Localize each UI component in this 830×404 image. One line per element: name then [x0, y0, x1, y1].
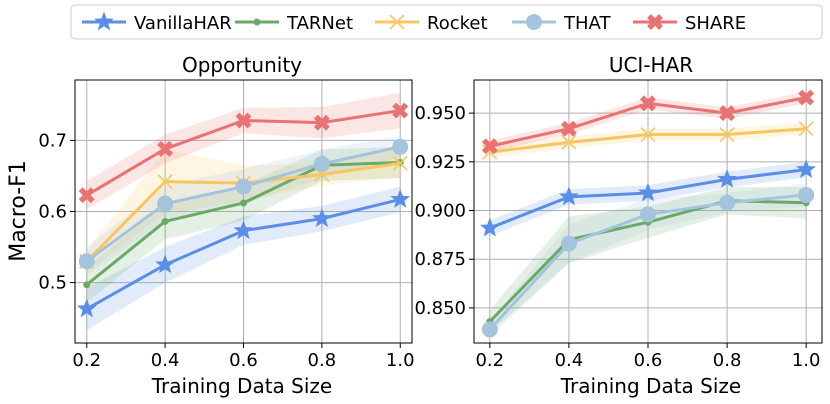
legend-label: TARNet [286, 13, 353, 34]
x-tick-label: 1.0 [386, 350, 415, 371]
data-point [640, 126, 656, 143]
data-point [78, 253, 95, 270]
x-tick-label: 0.2 [475, 350, 504, 371]
x-tick-label: 0.6 [229, 350, 258, 371]
data-point [392, 155, 408, 171]
x-tick-label: 0.4 [555, 350, 584, 371]
data-point [560, 120, 577, 137]
data-point [798, 89, 815, 106]
data-point [798, 186, 815, 203]
star-icon [94, 11, 114, 31]
chart-title-ucihar: UCI-HAR [609, 53, 693, 77]
series-share [481, 89, 815, 155]
data-point [235, 112, 252, 129]
legend-item: TARNet [235, 13, 353, 34]
data-point [640, 95, 656, 112]
legend-item: SHARE [633, 13, 746, 34]
x-tick-label: 0.4 [151, 350, 180, 371]
series-vanillahar [76, 189, 411, 318]
x-tick-label: 0.8 [713, 350, 742, 371]
legend-label: THAT [563, 13, 611, 34]
x-axis-label-ucihar: Training Data Size [560, 374, 741, 398]
data-point [78, 187, 95, 204]
y-axis-label: Macro-F1 [6, 160, 31, 262]
y-tick-label: 0.875 [414, 249, 466, 270]
y-tick-label: 0.900 [414, 201, 466, 222]
y-tick-label: 0.5 [38, 273, 67, 294]
data-point [76, 298, 97, 318]
y-tick-label: 0.850 [414, 298, 466, 319]
data-point [311, 208, 332, 228]
x-tick-label: 0.2 [72, 350, 101, 371]
data-point [481, 138, 498, 155]
data-point [240, 199, 247, 207]
legend-frame [70, 4, 823, 40]
data-point [561, 134, 577, 150]
y-tick-label: 0.925 [414, 152, 466, 173]
chart-title-opportunity: Opportunity [182, 53, 302, 77]
y-tick-label: 0.950 [414, 103, 466, 124]
series-vanillahar [479, 159, 817, 237]
data-point [233, 220, 254, 240]
data-point [796, 159, 817, 179]
legend-label: SHARE [685, 13, 746, 34]
y-tick-label: 0.7 [38, 130, 67, 151]
legend: VanillaHAR TARNet Rocket THAT SHARE [70, 4, 823, 40]
data-point [479, 217, 500, 237]
legend-label: VanillaHAR [134, 13, 232, 34]
data-point [313, 155, 330, 172]
data-point [717, 168, 737, 188]
legend-item: Rocket [375, 13, 488, 34]
series-share [78, 102, 409, 204]
data-point [161, 217, 169, 225]
data-point [390, 189, 411, 208]
data-point [392, 102, 409, 119]
data-point [392, 138, 409, 155]
data-point [638, 182, 658, 202]
data-point [719, 126, 735, 143]
data-point [719, 105, 736, 122]
confidence-band [489, 122, 807, 158]
chart-opportunity: Opportunity 0.2 0.4 0.6 0.8 1.0 0.5 0.6 0.7 Tra… [38, 53, 414, 398]
x-icon [389, 14, 405, 30]
confidence-band [489, 187, 807, 334]
x-tick-label: 0.8 [308, 350, 337, 371]
x-axis-label-opportunity: Training Data Size [151, 374, 332, 398]
legend-label: Rocket [427, 13, 488, 34]
data-point [157, 195, 174, 212]
legend-item: VanillaHAR [82, 11, 232, 34]
data-point [559, 186, 579, 206]
data-point [481, 321, 498, 338]
data-point [235, 178, 252, 195]
x-tick-label: 0.6 [634, 350, 663, 371]
legend-item: THAT [512, 13, 611, 34]
data-point [560, 235, 577, 252]
dot-icon [253, 18, 261, 26]
data-point [157, 141, 174, 157]
data-point [155, 254, 176, 274]
y-tick-label: 0.6 [38, 202, 67, 223]
series-rocket [482, 121, 814, 160]
data-point [157, 174, 173, 190]
series-that [481, 186, 815, 338]
x-filled-icon [647, 14, 663, 30]
data-point [798, 121, 814, 137]
data-point [313, 114, 330, 131]
series-that [78, 138, 409, 270]
confidence-band [86, 148, 401, 272]
data-point [719, 194, 736, 211]
circle-icon [526, 14, 542, 30]
chart-ucihar: UCI-HAR 0.2 0.4 0.6 0.8 1.0 0.850 0.875 0.900 0.… [414, 53, 823, 398]
x-tick-label: 1.0 [792, 350, 821, 371]
data-point [640, 206, 656, 223]
data-point [83, 281, 91, 289]
